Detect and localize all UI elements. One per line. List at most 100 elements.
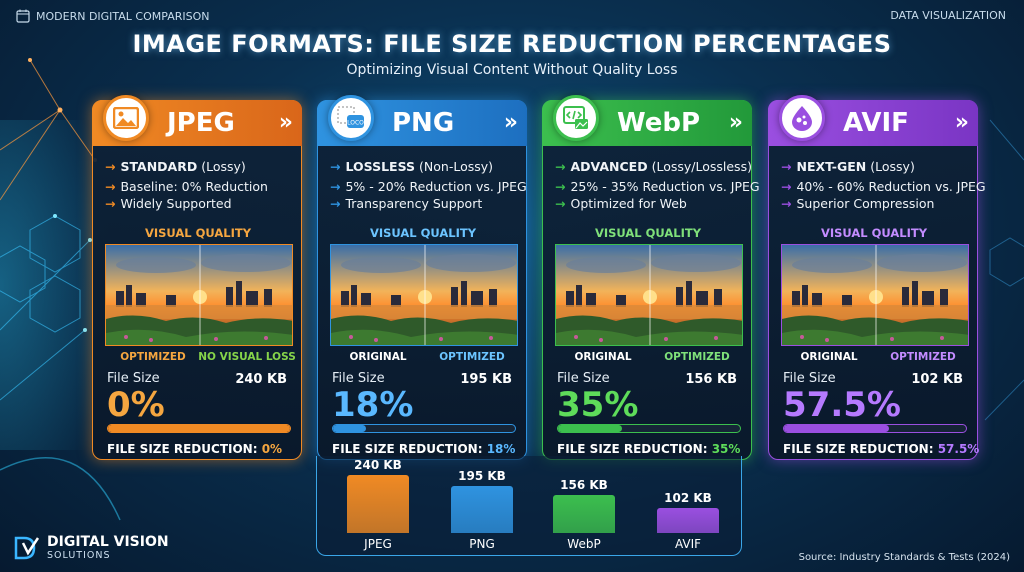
visual-quality-label: VISUAL QUALITY bbox=[820, 226, 928, 240]
page-subtitle: Optimizing Visual Content Without Qualit… bbox=[346, 62, 678, 78]
file-size-bar-chart: 240 KB JPEG 195 KB PNG 156 KB WebP 102 KB AVIF bbox=[316, 456, 742, 556]
feature-item: → Superior Compression bbox=[781, 196, 935, 211]
file-size-label: File Size bbox=[107, 371, 160, 386]
card-webp: WebP ›› → ADVANCED (Lossy/Lossless) → 25% - 3… bbox=[542, 95, 760, 460]
dv-logo-icon bbox=[14, 536, 40, 559]
svg-text:LOCO: LOCO bbox=[347, 120, 364, 127]
reduction-summary: FILE SIZE REDUCTION: 35% bbox=[557, 442, 741, 456]
drop-icon bbox=[779, 95, 825, 141]
feature-item: → Transparency Support bbox=[330, 196, 483, 211]
format-name: JPEG bbox=[167, 108, 235, 138]
caption-right: NO VISUAL LOSS bbox=[198, 351, 296, 363]
png-logo-icon: LOCO bbox=[328, 95, 374, 141]
chart-bar-avif bbox=[657, 508, 719, 533]
comparison-photo bbox=[105, 244, 293, 346]
code-image-icon bbox=[553, 95, 599, 141]
reduction-percent: 0% bbox=[107, 385, 165, 425]
format-type: → LOSSLESS (Non-Lossy) bbox=[330, 159, 494, 174]
reduction-progress-bar bbox=[332, 424, 516, 433]
format-type: → STANDARD (Lossy) bbox=[105, 159, 246, 174]
caption-left: ORIGINAL bbox=[574, 351, 632, 363]
chart-bar-webp bbox=[553, 495, 615, 533]
file-size-value: 195 KB bbox=[460, 372, 512, 387]
file-size-label: File Size bbox=[332, 371, 385, 386]
chart-value-label: 240 KB bbox=[354, 458, 402, 472]
file-size-value: 102 KB bbox=[911, 372, 963, 387]
comparison-photo bbox=[555, 244, 743, 346]
file-size-label: File Size bbox=[783, 371, 836, 386]
caption-right: OPTIMIZED bbox=[664, 351, 730, 363]
comparison-photo bbox=[330, 244, 518, 346]
format-type: → NEXT-GEN (Lossy) bbox=[781, 159, 915, 174]
card-png: LOCO PNG ›› → LOSSLESS (Non-Lossy) → 5% - 20% … bbox=[317, 95, 527, 460]
source-note: Source: Industry Standards & Tests (2024… bbox=[798, 552, 1010, 563]
format-type-bold: ADVANCED bbox=[570, 159, 648, 174]
format-type-rest: (Lossy/Lossless) bbox=[651, 159, 752, 174]
reduction-progress-fill bbox=[558, 425, 622, 432]
file-size-value: 240 KB bbox=[235, 372, 287, 387]
feature-item: → 25% - 35% Reduction vs. JPEG bbox=[555, 179, 760, 194]
chart-value-label: 156 KB bbox=[560, 478, 608, 493]
format-type-rest: (Lossy) bbox=[201, 159, 246, 174]
reduction-summary: FILE SIZE REDUCTION: 57.5% bbox=[783, 442, 980, 456]
feature-item: → Widely Supported bbox=[105, 196, 232, 211]
feature-item: → 5% - 20% Reduction vs. JPEG bbox=[330, 179, 527, 194]
chevron-right-icon: ›› bbox=[728, 110, 743, 135]
reduction-percent: 35% bbox=[557, 385, 639, 425]
reduction-summary: FILE SIZE REDUCTION: 18% bbox=[332, 442, 516, 456]
format-type-bold: LOSSLESS bbox=[345, 159, 416, 174]
feature-item: → 40% - 60% Reduction vs. JPEG bbox=[781, 179, 986, 194]
caption-left: ORIGINAL bbox=[349, 351, 407, 363]
reduction-progress-bar bbox=[107, 424, 291, 433]
visual-quality-label: VISUAL QUALITY bbox=[144, 226, 252, 240]
format-type-rest: (Lossy) bbox=[870, 159, 915, 174]
feature-item: → Baseline: 0% Reduction bbox=[105, 179, 268, 194]
reduction-progress-bar bbox=[783, 424, 967, 433]
format-type-rest: (Non-Lossy) bbox=[419, 159, 494, 174]
reduction-progress-fill bbox=[333, 425, 366, 432]
chart-bar-png bbox=[451, 485, 513, 533]
chart-bar-jpeg bbox=[347, 475, 409, 533]
top-left-label: MODERN DIGITAL COMPARISON bbox=[36, 9, 210, 23]
top-right-label: DATA VISUALIZATION bbox=[890, 9, 1006, 22]
comparison-photo bbox=[781, 244, 969, 346]
page-title: IMAGE FORMATS: FILE SIZE REDUCTION PERCE… bbox=[132, 30, 892, 58]
card-avif: AVIF ›› → NEXT-GEN (Lossy) → 40% - 60% Reduct… bbox=[768, 95, 986, 460]
caption-left: ORIGINAL bbox=[800, 351, 858, 363]
chart-value-label: 195 KB bbox=[458, 468, 506, 483]
chart-value-label: 102 KB bbox=[664, 491, 712, 506]
chart-category-label: JPEG bbox=[364, 537, 392, 551]
reduction-percent: 18% bbox=[332, 385, 414, 425]
caption-right: OPTIMIZED bbox=[890, 351, 956, 363]
image-icon bbox=[103, 95, 149, 141]
chevron-right-icon: ›› bbox=[503, 110, 518, 135]
reduction-percent: 57.5% bbox=[783, 385, 901, 425]
chevron-right-icon: ›› bbox=[954, 110, 969, 135]
visual-quality-label: VISUAL QUALITY bbox=[594, 226, 702, 240]
format-name: PNG bbox=[392, 108, 455, 138]
calendar-icon bbox=[16, 9, 30, 23]
format-type: → ADVANCED (Lossy/Lossless) bbox=[555, 159, 752, 174]
reduction-progress-fill bbox=[784, 425, 889, 432]
reduction-summary: FILE SIZE REDUCTION: 0% bbox=[107, 442, 283, 456]
caption-left: OPTIMIZED bbox=[120, 351, 186, 363]
format-name: AVIF bbox=[843, 108, 909, 138]
header-badge: MODERN DIGITAL COMPARISON bbox=[16, 9, 209, 23]
logo-line1: DIGITAL VISION bbox=[47, 534, 169, 550]
brand-logo: DIGITAL VISION SOLUTIONS bbox=[14, 535, 169, 561]
format-type-bold: STANDARD bbox=[120, 159, 198, 174]
format-type-bold: NEXT-GEN bbox=[796, 159, 867, 174]
format-name: WebP bbox=[617, 108, 701, 138]
chart-category-label: WebP bbox=[567, 537, 601, 551]
file-size-value: 156 KB bbox=[685, 372, 737, 387]
file-size-label: File Size bbox=[557, 371, 610, 386]
logo-line2: SOLUTIONS bbox=[47, 550, 111, 561]
reduction-progress-fill bbox=[108, 425, 290, 432]
feature-item: → Optimized for Web bbox=[555, 196, 687, 211]
chevron-right-icon: ›› bbox=[278, 110, 293, 135]
reduction-progress-bar bbox=[557, 424, 741, 433]
chart-category-label: AVIF bbox=[674, 537, 702, 551]
caption-right: OPTIMIZED bbox=[439, 351, 505, 363]
visual-quality-label: VISUAL QUALITY bbox=[369, 226, 477, 240]
card-jpeg: JPEG ›› → STANDARD (Lossy) → Baseline: 0% Red… bbox=[92, 95, 302, 460]
